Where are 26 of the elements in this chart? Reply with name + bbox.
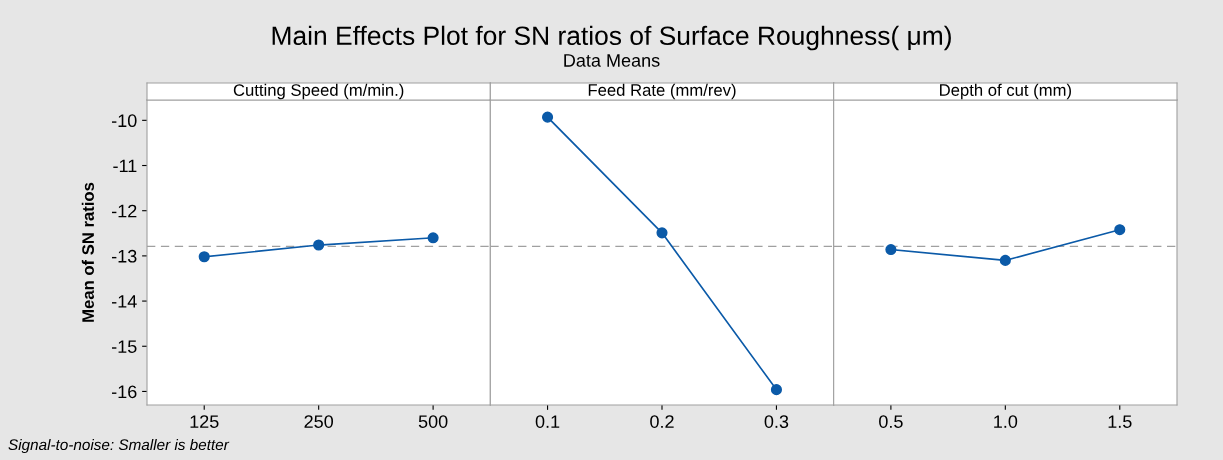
x-tick-label: 0.2 <box>650 415 674 428</box>
x-tick-label: 0.1 <box>535 415 560 428</box>
chart-title: Feed Rate (mm/rev) <box>588 83 736 100</box>
text: Signal-to-noise: Smaller is better <box>8 438 230 454</box>
text: Main Effects Plot for SN ratios of Surface Roughness( μm) <box>272 25 951 51</box>
x-tick-label: 250 <box>304 415 334 428</box>
y-axis-title: Mean of SN ratios <box>81 182 94 322</box>
y-tick-label: -11 <box>113 159 137 173</box>
chart-title: Cutting Speed (m/min.) <box>233 83 404 100</box>
y-tick-label: -10 <box>111 114 137 128</box>
x-tick-label: 500 <box>418 415 448 428</box>
point <box>427 232 439 244</box>
y-tick-label: -16 <box>111 385 137 399</box>
y-tick-label: -12 <box>111 204 137 218</box>
x-tick-label: 1.5 <box>1108 415 1132 428</box>
x-tick-label: 1.0 <box>994 415 1018 428</box>
y-tick-label: -14 <box>111 295 137 308</box>
chart-title: Depth of cut (mm) <box>940 83 1071 100</box>
text: Data Means <box>564 54 660 67</box>
x-tick-label: 0.3 <box>764 415 789 428</box>
x-tick-label: 125 <box>190 415 219 428</box>
x-tick-label: 0.5 <box>879 415 903 428</box>
point <box>313 239 325 251</box>
y-tick-label: -13 <box>111 249 137 263</box>
point <box>198 251 210 263</box>
y-tick-label: -15 <box>111 340 137 353</box>
